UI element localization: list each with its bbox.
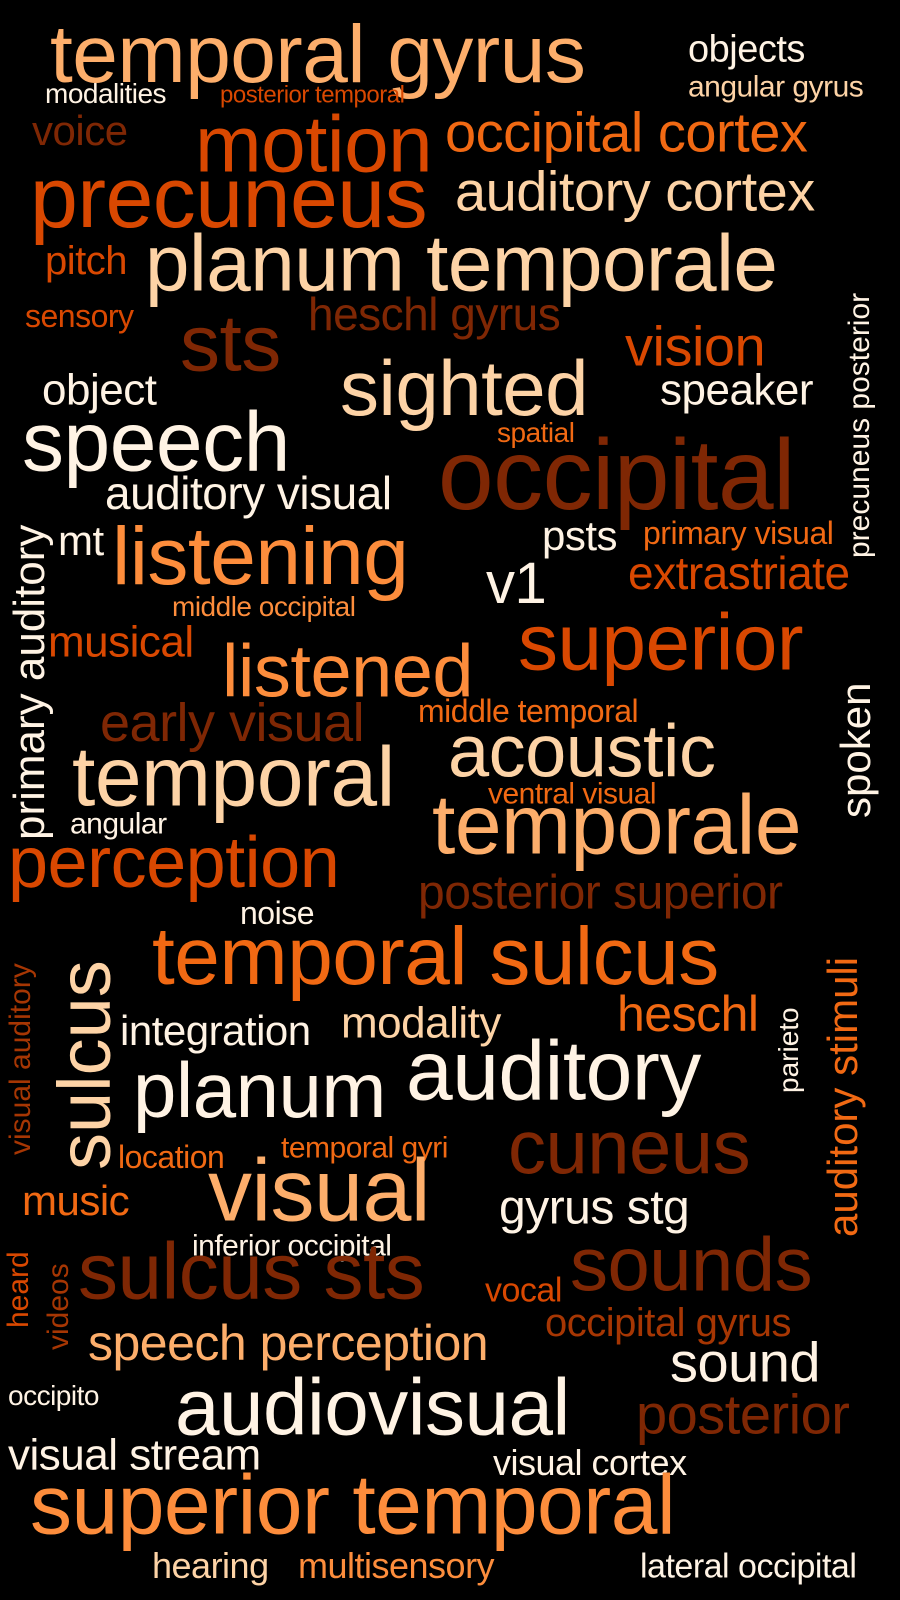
word-occipito: occipito [8, 1380, 99, 1412]
word-acoustic: acoustic [448, 709, 716, 793]
word-angular-gyrus: angular gyrus [688, 70, 864, 104]
word-temporal-gyri: temporal gyri [281, 1131, 448, 1165]
word-noise: noise [240, 895, 315, 932]
word-sulcus-sts: sulcus sts [78, 1226, 425, 1316]
word-pitch: pitch [45, 238, 128, 283]
word-extrastriate: extrastriate [628, 547, 850, 600]
word-temporal-sulcus: temporal sulcus [152, 911, 719, 1003]
word-auditory: auditory [406, 1023, 701, 1118]
word-occipital: occipital [438, 419, 795, 531]
word-listening: listening [112, 511, 409, 603]
word-posterior-superior: posterior superior [418, 866, 783, 920]
word-auditory-visual: auditory visual [105, 467, 392, 520]
word-occipital-gyrus: occipital gyrus [545, 1300, 791, 1345]
word-modalities: modalities [45, 78, 167, 110]
word-temporal-gyrus: temporal gyrus [50, 9, 586, 101]
word-gyrus-stg: gyrus stg [499, 1181, 690, 1235]
word-middle-occipital: middle occipital [172, 591, 356, 623]
word-sound: sound [670, 1330, 821, 1394]
word-modality: modality [341, 998, 501, 1048]
word-vision: vision [625, 314, 766, 378]
word-object: object [42, 365, 157, 415]
word-hearing: hearing [152, 1544, 269, 1586]
word-speech-perception: speech perception [88, 1315, 489, 1371]
word-cuneus: cuneus [508, 1105, 751, 1191]
word-primary-visual: primary visual [643, 515, 834, 552]
word-auditory-cortex: auditory cortex [455, 159, 815, 223]
word-primary-auditory: primary auditory [5, 524, 54, 840]
word-videos: videos [42, 1263, 75, 1350]
word-location: location [118, 1139, 225, 1176]
word-lateral-occipital: lateral occipital [640, 1547, 857, 1586]
word-multisensory: multisensory [298, 1544, 495, 1586]
word-vocal: vocal [485, 1271, 562, 1310]
word-speaker: speaker [660, 365, 814, 415]
word-motion: motion [195, 99, 433, 189]
word-ventral-visual: ventral visual [488, 777, 657, 811]
word-perception: perception [8, 822, 340, 903]
word-auditory-stimuli: auditory stimuli [819, 956, 866, 1237]
word-temporal: temporal [72, 729, 395, 824]
word-occipital-cortex: occipital cortex [445, 100, 808, 164]
word-visual-stream: visual stream [8, 1430, 261, 1480]
word-heard: heard [2, 1251, 35, 1328]
word-speech: speech [22, 394, 290, 489]
word-audiovisual: audiovisual [175, 1362, 570, 1452]
word-planum: planum [133, 1046, 386, 1135]
word-visual-cortex: visual cortex [493, 1441, 687, 1483]
word-precuneus-posterior: precuneus posterior [843, 292, 876, 558]
word-sounds: sounds [570, 1222, 813, 1308]
word-visual-auditory: visual auditory [4, 963, 37, 1155]
word-heschl-gyrus: heschl gyrus [308, 288, 561, 341]
word-planum-temporale: planum temporale [145, 218, 778, 308]
word-voice: voice [32, 107, 128, 155]
word-temporale: temporale [432, 777, 802, 872]
word-spoken: spoken [832, 682, 879, 818]
word-early-visual: early visual [100, 692, 365, 753]
word-integration: integration [120, 1007, 311, 1055]
word-sts: sts [180, 298, 281, 388]
word-angular: angular [70, 807, 167, 841]
word-listened: listened [222, 629, 474, 713]
word-music: music [22, 1177, 130, 1225]
word-psts: psts [542, 512, 618, 560]
word-objects: objects [688, 28, 805, 71]
word-middle-temporal: middle temporal [418, 693, 639, 730]
word-heschl: heschl [617, 986, 759, 1042]
word-sulcus: sulcus [43, 960, 126, 1170]
word-superior: superior [518, 597, 804, 687]
word-superior-temporal: superior temporal [30, 1457, 676, 1552]
word-musical: musical [48, 617, 194, 667]
word-posterior: posterior [636, 1382, 850, 1446]
word-visual: visual [208, 1140, 430, 1240]
word-inferior-occipital: inferior occipital [192, 1229, 392, 1263]
word-precuneus: precuneus [30, 149, 428, 246]
word-v1: v1 [486, 550, 547, 616]
word-posterior-temporal: posterior temporal [220, 81, 405, 109]
word-sensory: sensory [25, 298, 134, 335]
word-sighted: sighted [340, 344, 589, 433]
word-parieto: parieto [773, 1007, 804, 1093]
word-mt: mt [58, 517, 104, 565]
word-spatial: spatial [497, 417, 575, 449]
